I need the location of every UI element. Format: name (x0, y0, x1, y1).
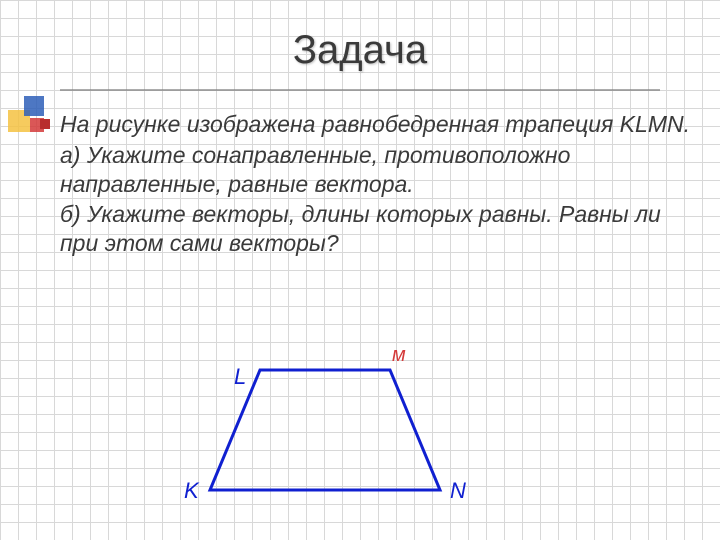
vertex-label-m: м (392, 344, 406, 367)
trapezoid-figure: K L м N (180, 340, 480, 520)
trapezoid-svg (180, 340, 480, 520)
bullet-icon (40, 119, 50, 129)
intro-text: На рисунке изображена равнобедренная тра… (60, 110, 690, 139)
title-region: Задача (0, 0, 720, 98)
title-underline (0, 0, 720, 98)
body-text: На рисунке изображена равнобедренная тра… (40, 110, 690, 260)
slide-content: Задача На рисунке изображена равнобедрен… (0, 0, 720, 540)
vertex-label-k: K (184, 478, 199, 504)
vertex-label-l: L (234, 364, 246, 390)
part-b-text: б) Укажите векторы, длины которых равны.… (60, 200, 690, 258)
intro-line: На рисунке изображена равнобедренная тра… (40, 110, 690, 139)
vertex-label-n: N (450, 478, 466, 504)
part-a-text: а) Укажите сонаправленные, противоположн… (60, 141, 690, 199)
